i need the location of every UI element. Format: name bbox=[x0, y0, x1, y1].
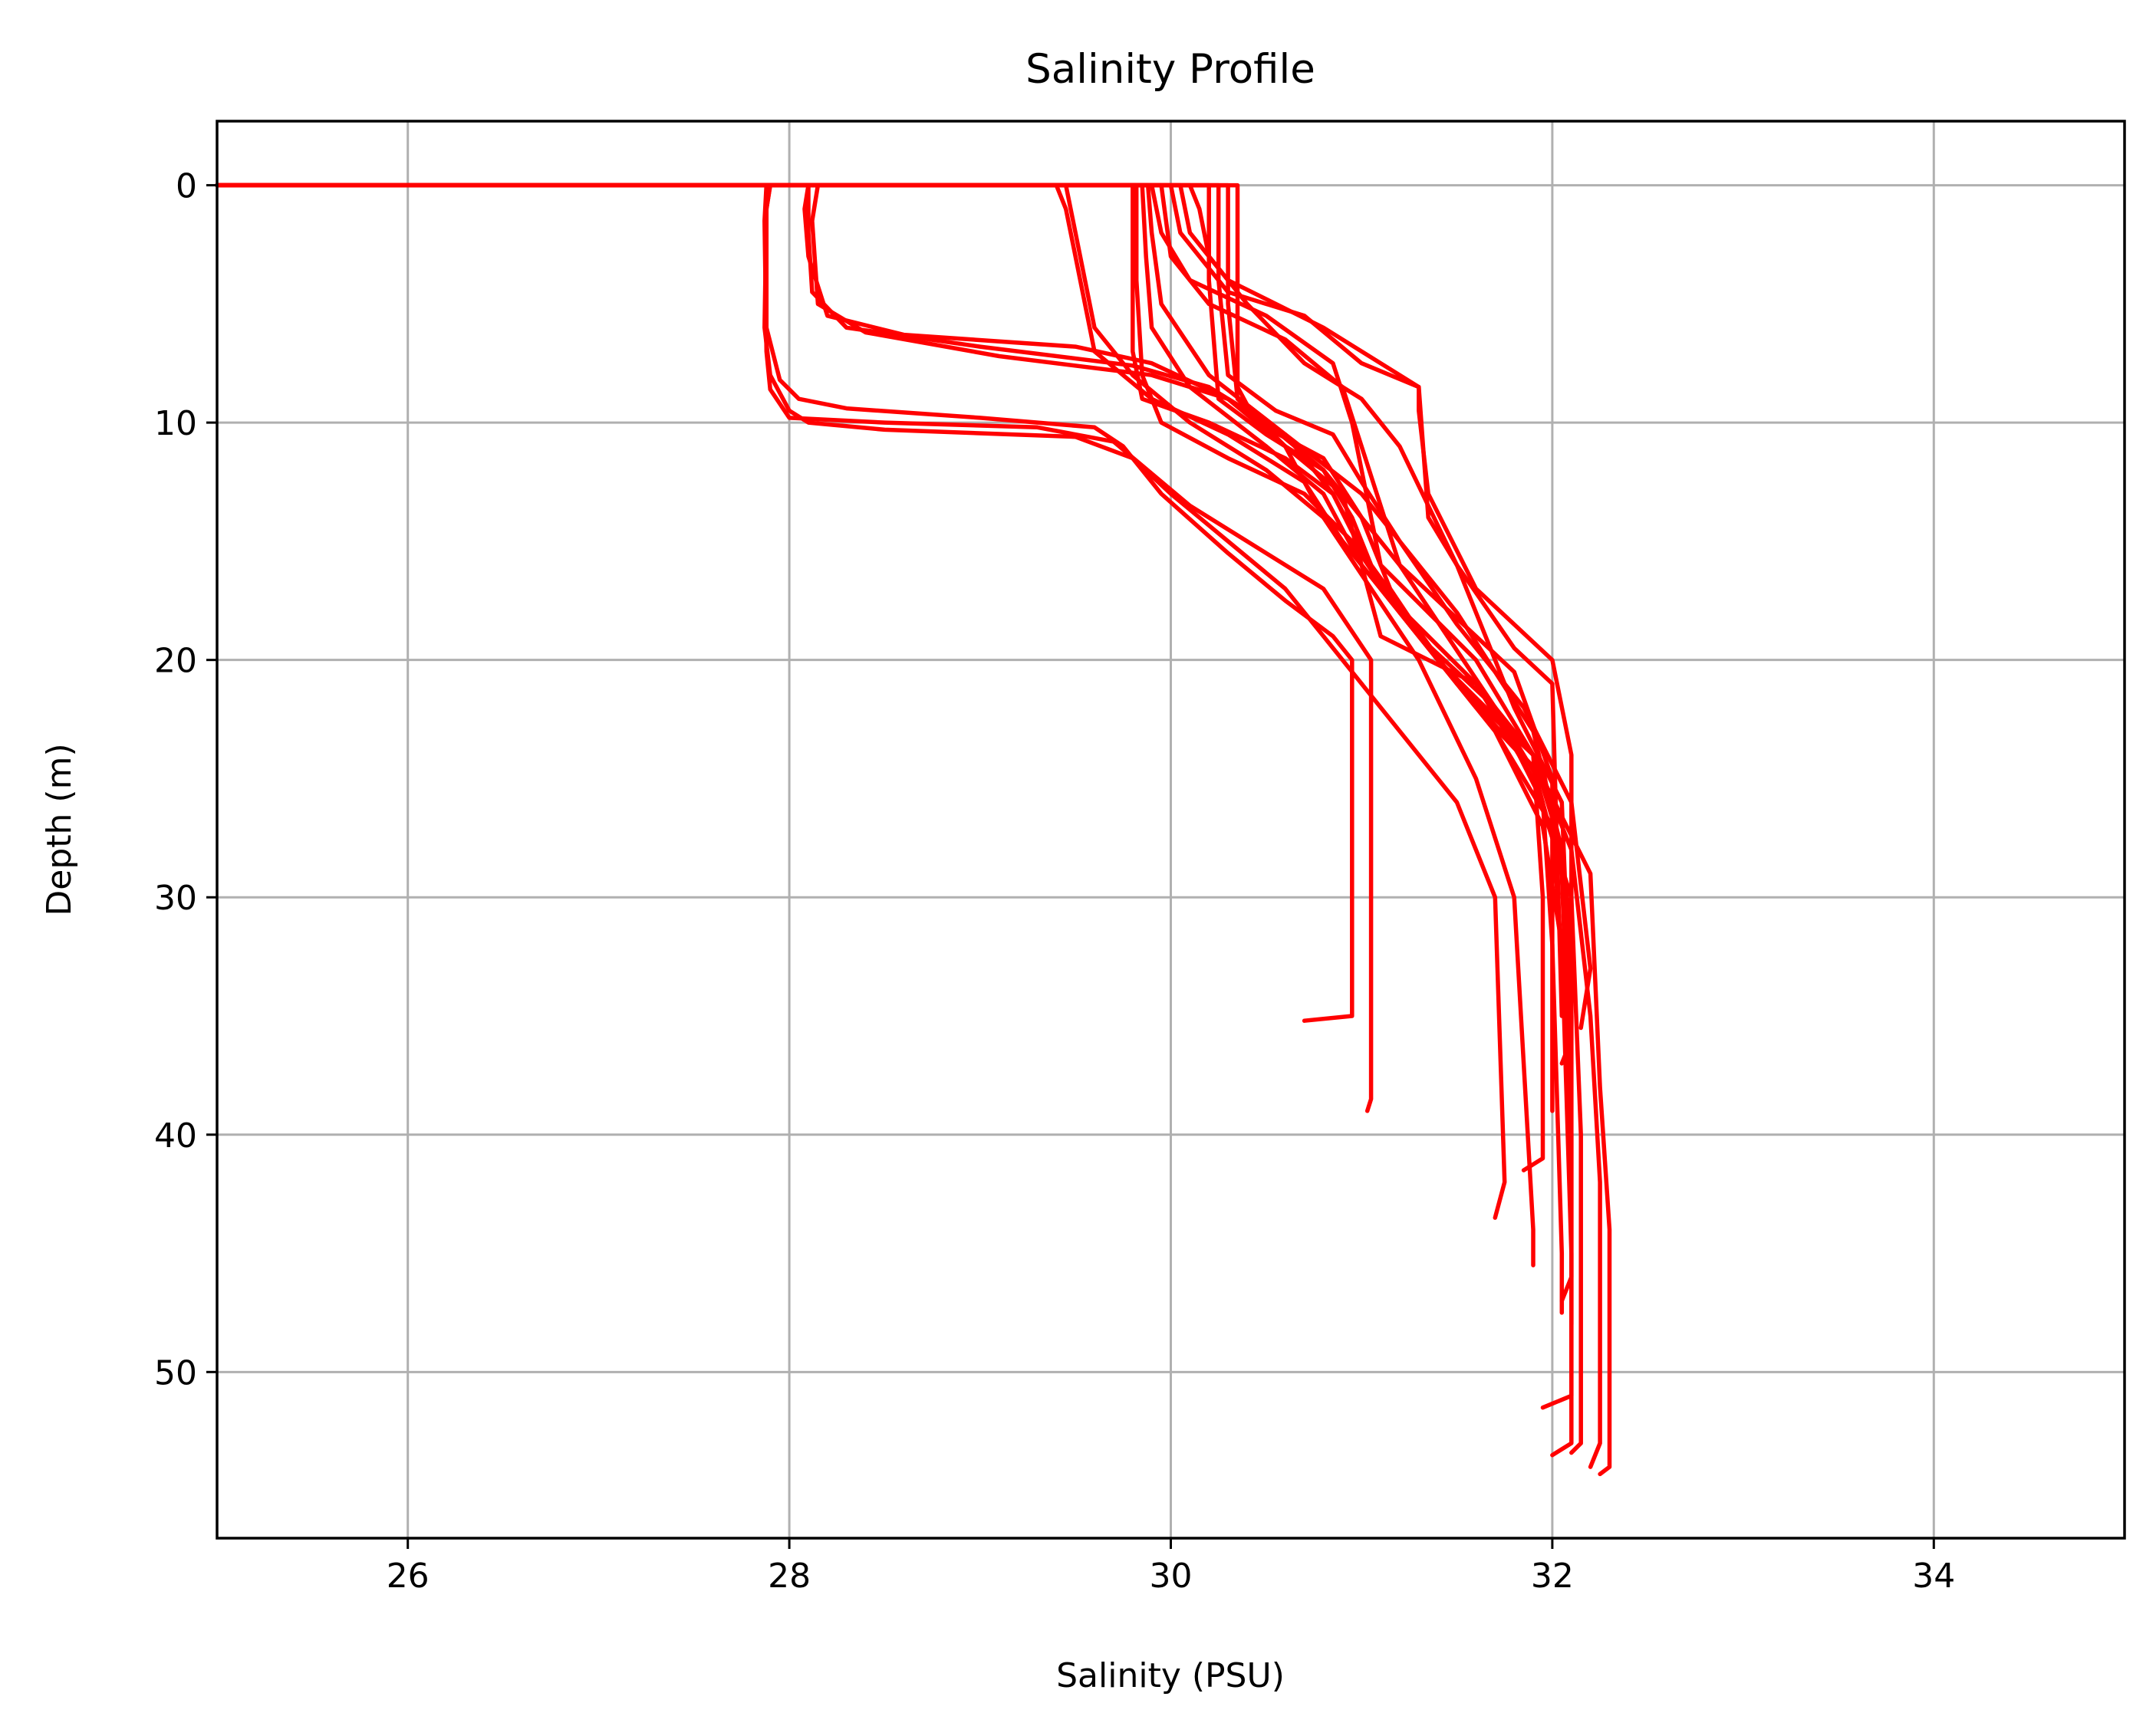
salinity-profile-line-19 bbox=[215, 182, 1574, 1066]
y-tick-label: 10 bbox=[154, 404, 197, 443]
x-tick-label: 34 bbox=[1912, 1557, 1955, 1596]
salinity-profile-line-18 bbox=[215, 182, 1574, 1090]
chart-title: Salinity Profile bbox=[1025, 46, 1315, 93]
salinity-profile-line-21 bbox=[215, 182, 1574, 923]
salinity-profile-line-17 bbox=[215, 182, 1574, 1066]
salinity-profile-line-16 bbox=[215, 182, 1574, 1042]
y-axis-ticks: 0 10 20 30 40 50 bbox=[154, 167, 217, 1392]
x-tick-label: 26 bbox=[387, 1557, 430, 1596]
x-tick-label: 28 bbox=[768, 1557, 811, 1596]
y-tick-label: 20 bbox=[154, 642, 197, 681]
y-tick-label: 40 bbox=[154, 1116, 197, 1156]
x-axis-label: Salinity (PSU) bbox=[1056, 1656, 1285, 1695]
x-tick-label: 32 bbox=[1531, 1557, 1574, 1596]
y-tick-label: 0 bbox=[176, 167, 197, 206]
salinity-profile-line-8 bbox=[215, 182, 1583, 1455]
x-tick-label: 30 bbox=[1150, 1557, 1193, 1596]
salinity-profile-line-3 bbox=[215, 182, 1374, 1113]
y-axis-label: Depth (m) bbox=[40, 743, 79, 916]
x-axis-ticks: 26 28 30 32 34 bbox=[387, 1538, 1955, 1596]
salinity-profile-line-15 bbox=[215, 182, 1565, 1018]
series-layer bbox=[215, 182, 1612, 1477]
y-tick-label: 50 bbox=[154, 1353, 197, 1392]
y-tick-label: 30 bbox=[154, 879, 197, 918]
salinity-profile-line-20 bbox=[215, 182, 1593, 1031]
salinity-profile-line-7 bbox=[215, 182, 1574, 1458]
